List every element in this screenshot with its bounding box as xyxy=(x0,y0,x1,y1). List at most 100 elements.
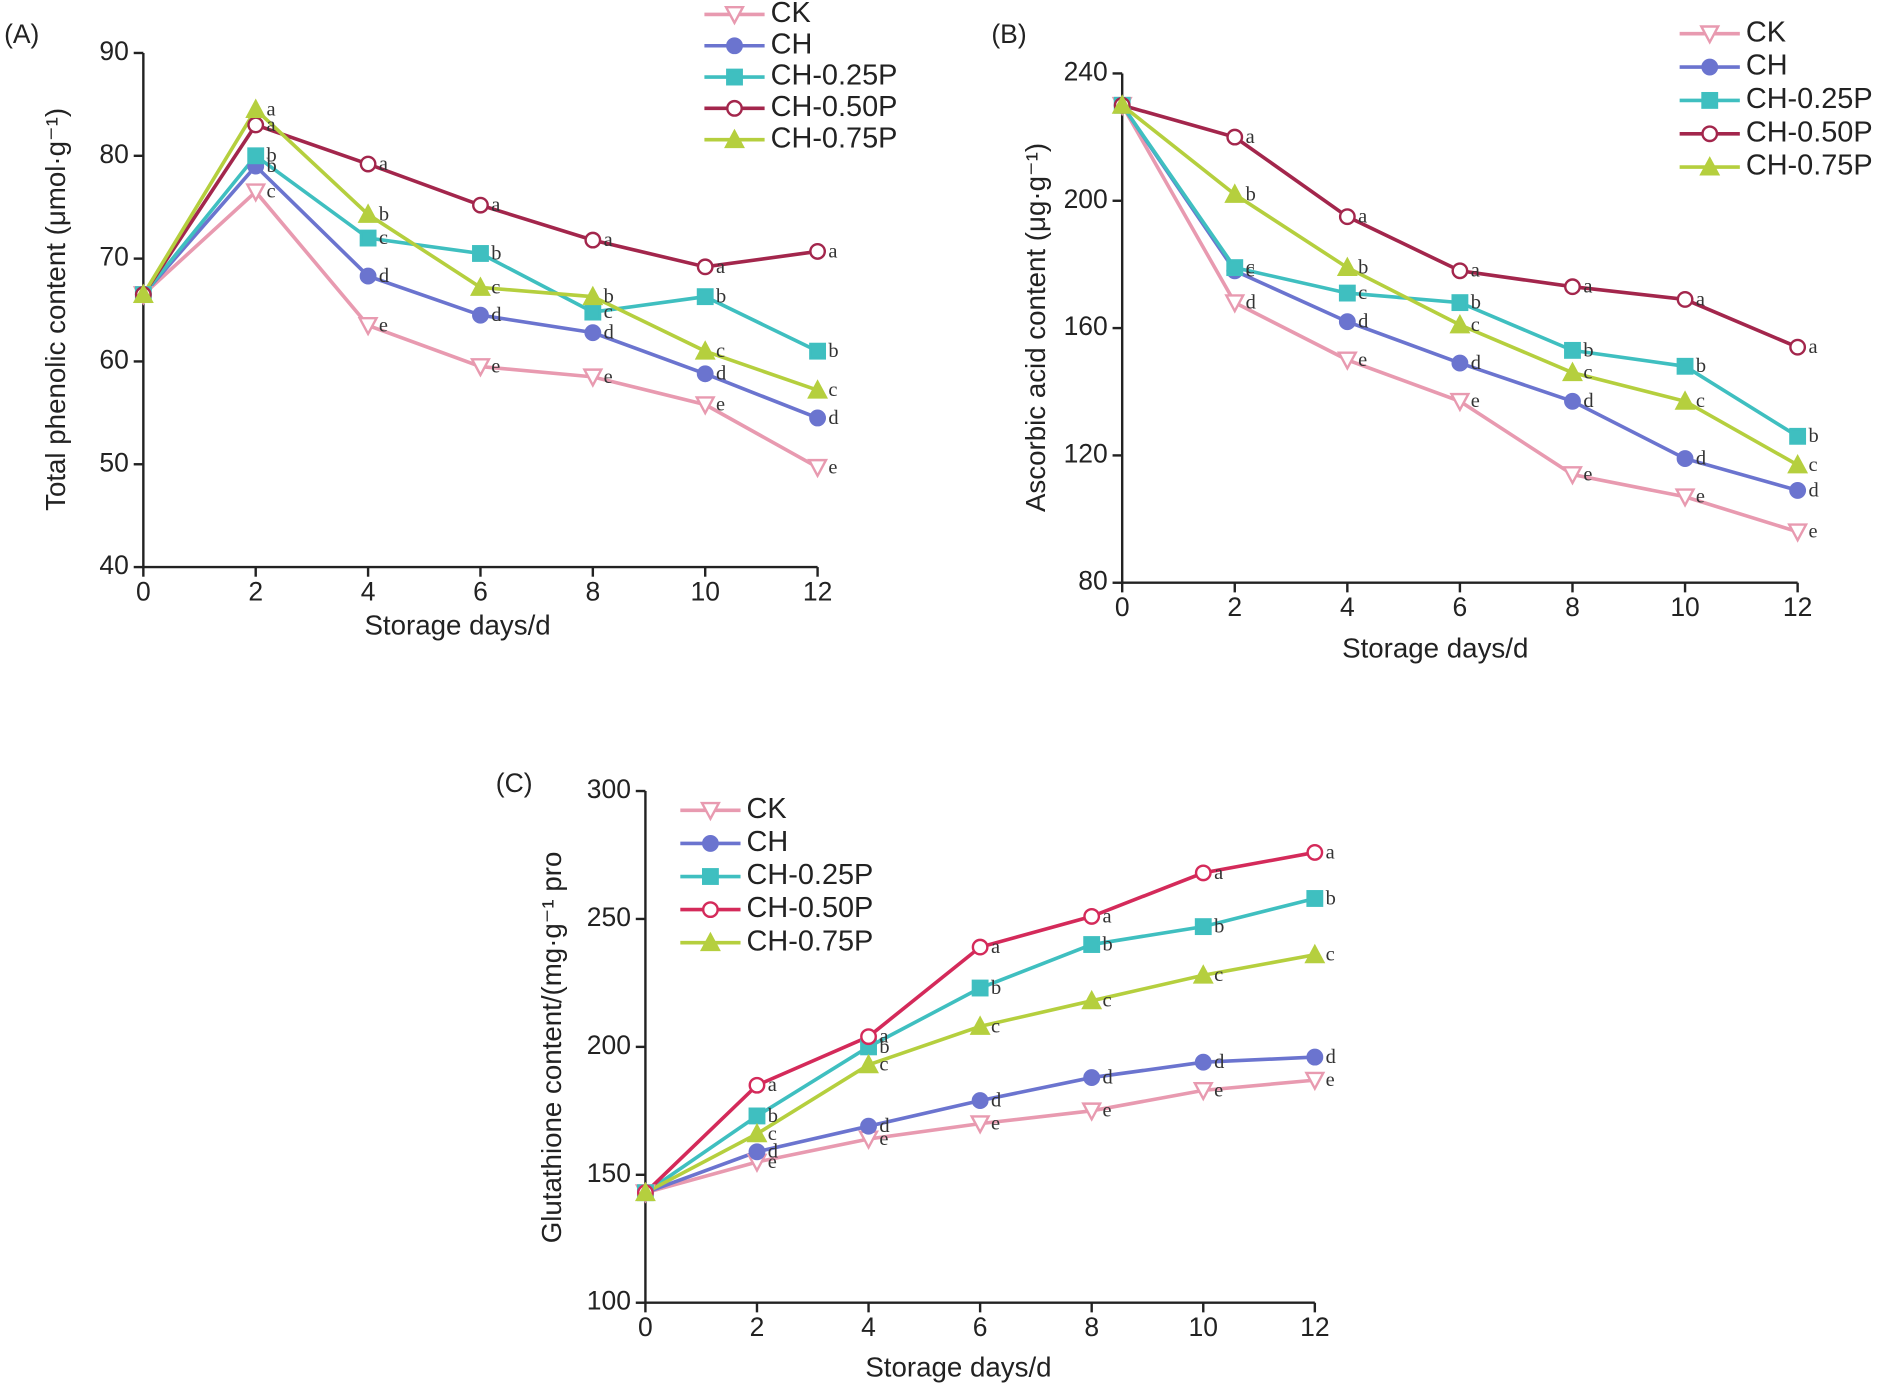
significance-letter: a xyxy=(1471,260,1480,282)
legend-label: CH-0.75P xyxy=(1746,150,1873,182)
significance-letter: d xyxy=(1583,390,1593,412)
significance-letter: d xyxy=(379,265,389,287)
significance-letter: e xyxy=(1103,1100,1112,1122)
marker xyxy=(1336,351,1358,371)
significance-letter: b xyxy=(491,242,501,264)
marker xyxy=(132,283,154,304)
x-tick-label: 8 xyxy=(585,577,600,607)
x-tick-label: 6 xyxy=(1453,592,1468,622)
marker xyxy=(809,242,827,260)
y-axis-label: Ascorbic acid content (μg·g⁻¹) xyxy=(1020,143,1051,512)
significance-letter: b xyxy=(1583,339,1593,361)
marker xyxy=(472,196,489,214)
marker xyxy=(809,342,827,360)
y-tick-label: 160 xyxy=(1064,311,1108,341)
marker xyxy=(860,1028,877,1046)
y-tick-label: 100 xyxy=(587,1286,631,1316)
marker xyxy=(1564,278,1581,296)
marker xyxy=(746,1122,768,1143)
significance-letter: e xyxy=(716,394,725,416)
marker xyxy=(726,68,743,86)
significance-letter: a xyxy=(1358,206,1367,228)
significance-letter: d xyxy=(716,363,726,385)
panel-label: (C) xyxy=(496,768,533,798)
significance-letter: c xyxy=(768,1123,777,1145)
significance-letter: d xyxy=(1358,311,1368,333)
significance-letter: b xyxy=(604,286,614,308)
legend-label: CH-0.25P xyxy=(771,60,898,92)
marker xyxy=(1449,313,1471,334)
y-tick-label: 80 xyxy=(99,139,128,169)
significance-letter: d xyxy=(879,1115,889,1137)
marker xyxy=(748,1076,766,1094)
x-axis-label: Storage days/d xyxy=(865,1351,1051,1382)
significance-letter: a xyxy=(828,240,837,262)
significance-letter: b xyxy=(1696,355,1706,377)
significance-letter: b xyxy=(991,977,1001,999)
marker xyxy=(696,288,714,306)
marker xyxy=(1564,392,1581,410)
marker xyxy=(1701,91,1719,109)
significance-letter: a xyxy=(604,229,613,251)
legend-label: CH xyxy=(1746,50,1788,82)
marker xyxy=(1081,989,1103,1010)
significance-letter: a xyxy=(267,98,276,120)
significance-letter: c xyxy=(1214,964,1223,986)
significance-letter: b xyxy=(1214,916,1224,938)
significance-letter: a xyxy=(1583,276,1592,298)
x-tick-label: 12 xyxy=(803,577,832,607)
marker xyxy=(1083,936,1101,953)
significance-letter: d xyxy=(828,407,838,429)
significance-letter: b xyxy=(879,1036,889,1058)
significance-letter: e xyxy=(1696,486,1705,508)
marker xyxy=(1789,427,1807,445)
marker xyxy=(245,183,267,203)
y-axis-label: Glutathione content/(mg·g⁻¹ pro xyxy=(536,852,567,1244)
significance-letter: c xyxy=(1246,257,1255,279)
significance-letter: c xyxy=(1471,314,1480,336)
x-axis-label: Storage days/d xyxy=(1342,632,1528,663)
significance-letter: d xyxy=(768,1141,778,1163)
marker xyxy=(470,358,491,378)
significance-letter: c xyxy=(991,1015,1000,1037)
marker xyxy=(1338,208,1356,226)
legend-label: CH-0.25P xyxy=(747,859,874,891)
significance-letter: e xyxy=(828,456,837,478)
legend-label: CH-0.50P xyxy=(747,892,874,924)
marker xyxy=(809,409,827,427)
marker xyxy=(1194,1053,1212,1071)
x-tick-label: 8 xyxy=(1084,1312,1099,1342)
significance-letter: d xyxy=(1103,1066,1113,1088)
significance-letter: c xyxy=(379,227,388,249)
marker xyxy=(1562,361,1583,382)
y-tick-label: 80 xyxy=(1078,566,1107,596)
significance-letter: d xyxy=(991,1090,1001,1112)
marker xyxy=(1338,313,1356,331)
significance-letter: b xyxy=(1358,257,1368,279)
marker xyxy=(748,1143,766,1161)
marker xyxy=(582,368,604,388)
marker xyxy=(724,6,745,26)
legend-label: CH-0.50P xyxy=(1746,116,1873,148)
significance-letter: a xyxy=(267,114,276,136)
marker xyxy=(1564,341,1581,359)
marker xyxy=(1451,262,1469,280)
marker xyxy=(971,938,989,956)
legend-label: CH-0.75P xyxy=(771,122,898,154)
significance-letter: e xyxy=(879,1128,888,1150)
significance-letter: b xyxy=(828,340,838,362)
marker xyxy=(359,267,377,285)
marker xyxy=(1304,943,1326,964)
significance-letter: e xyxy=(1808,521,1817,543)
significance-letter: e xyxy=(1214,1079,1223,1101)
marker xyxy=(969,1115,991,1135)
marker xyxy=(1224,294,1246,314)
series-line xyxy=(142,189,819,469)
x-tick-label: 4 xyxy=(361,577,376,607)
legend-label: CK xyxy=(747,793,787,825)
significance-letter: a xyxy=(1808,336,1817,358)
significance-letter: d xyxy=(1696,448,1706,470)
marker xyxy=(1674,390,1696,410)
marker xyxy=(584,324,602,342)
y-tick-label: 50 xyxy=(99,447,128,477)
